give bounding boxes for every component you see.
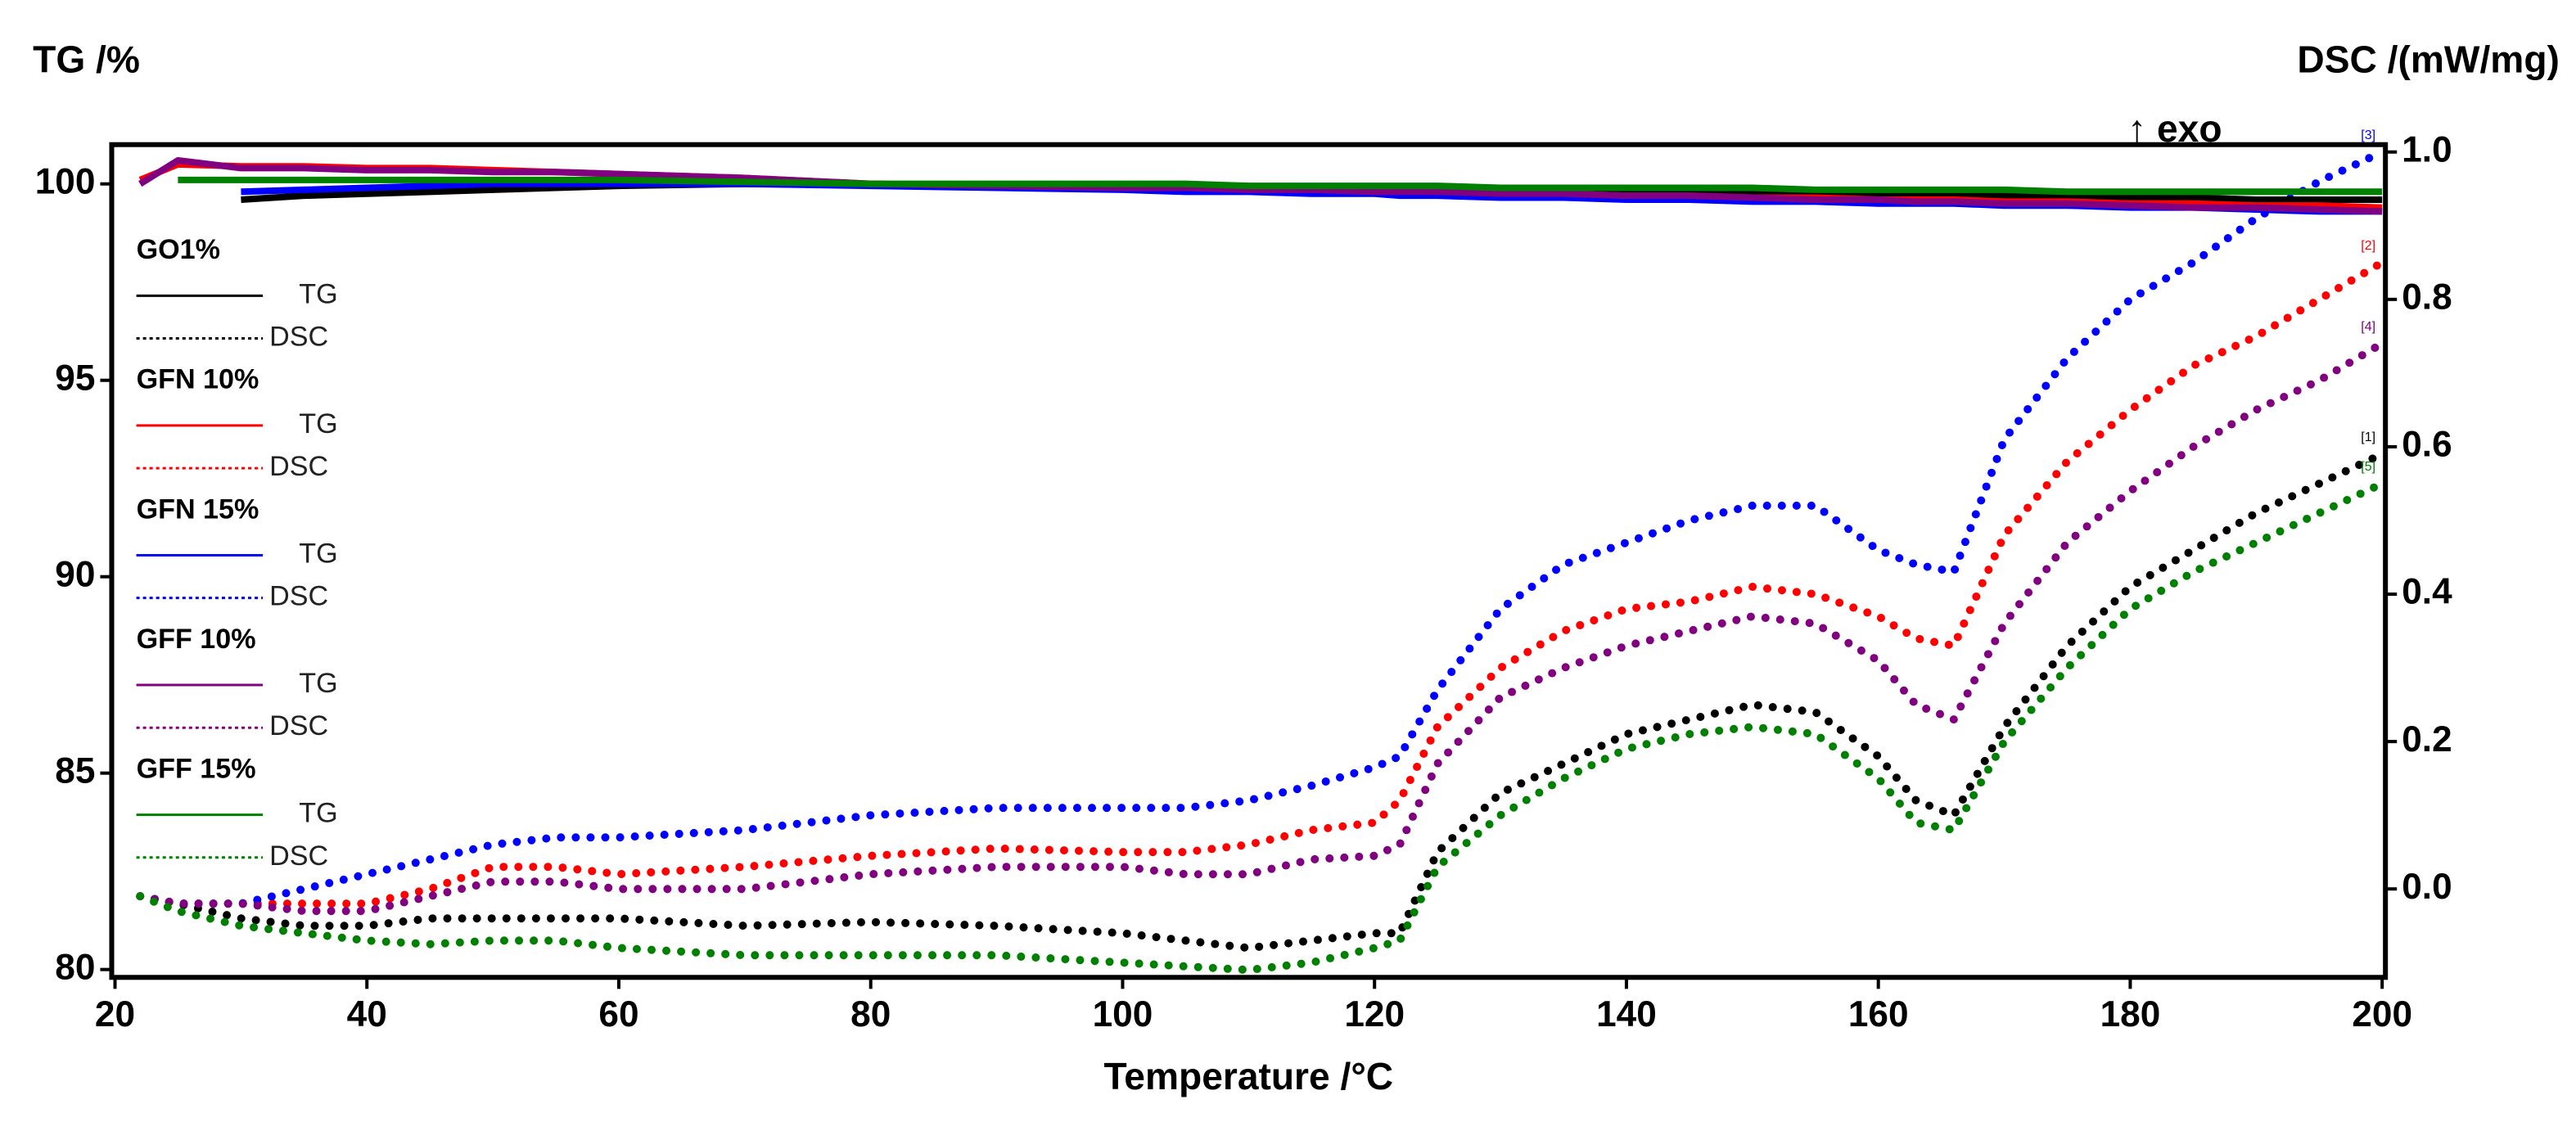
y2-axis-title: DSC /(mW/mg) xyxy=(2297,38,2560,81)
legend-tg-label: TG xyxy=(299,798,337,829)
x-tick-label: 140 xyxy=(1596,994,1657,1034)
legend-tg-label: TG xyxy=(299,668,337,699)
x-tick-label: 180 xyxy=(2100,994,2161,1034)
y2-tick-label: 0.0 xyxy=(2402,867,2452,907)
y2-tick-label: 0.2 xyxy=(2402,719,2452,759)
y2-tick-label: 0.6 xyxy=(2402,425,2452,465)
dsc-line xyxy=(136,258,2387,908)
legend-tg-label: TG xyxy=(299,538,337,569)
legend-name: GFF 15% xyxy=(137,753,256,784)
y-tick-label: 95 xyxy=(55,358,95,398)
x-tick-label: 60 xyxy=(598,994,638,1034)
legend-name: GFN 10% xyxy=(137,364,259,395)
dsc-line xyxy=(136,339,2387,916)
curve-tag: [3] xyxy=(2361,128,2375,142)
x-tick-label: 160 xyxy=(1848,994,1909,1034)
x-tick-label: 80 xyxy=(850,994,891,1034)
y2-tick-label: 1.0 xyxy=(2402,129,2452,169)
y-tick-label: 90 xyxy=(55,554,95,594)
x-tick-label: 120 xyxy=(1344,994,1405,1034)
curve-tag: [5] xyxy=(2361,459,2375,474)
legend-dsc-label: DSC xyxy=(269,581,328,612)
legend-tg-label: TG xyxy=(299,278,337,309)
legend-name: GFF 10% xyxy=(137,624,256,655)
dsc-line xyxy=(136,147,2387,908)
tg-line xyxy=(138,156,2383,215)
y-tick-label: 80 xyxy=(55,947,95,987)
curve-tag: [4] xyxy=(2361,319,2375,334)
x-tick-label: 100 xyxy=(1093,994,1153,1034)
legend-dsc-label: DSC xyxy=(269,840,328,872)
legend-dsc-label: DSC xyxy=(269,451,328,482)
x-axis-title: Temperature /°C xyxy=(1104,1055,1394,1097)
legend-tg-label: TG xyxy=(299,408,337,439)
legend-dsc-label: DSC xyxy=(269,322,328,353)
curve-tag: [2] xyxy=(2361,238,2375,253)
tg-line xyxy=(178,176,2383,196)
dsc-line xyxy=(136,479,2387,975)
y2-tick-label: 0.8 xyxy=(2402,277,2452,317)
curve-tag: [1] xyxy=(2361,430,2375,444)
legend-dsc-label: DSC xyxy=(269,710,328,741)
dsc-line xyxy=(136,449,2387,953)
x-tick-label: 20 xyxy=(95,994,135,1034)
y-tick-label: 85 xyxy=(55,750,95,791)
x-tick-label: 200 xyxy=(2352,994,2412,1034)
y-axis-title: TG /% xyxy=(33,38,140,81)
legend-name: GFN 15% xyxy=(137,493,259,525)
plot-frame xyxy=(109,142,2389,980)
y-tick-label: 100 xyxy=(35,161,96,201)
legend-name: GO1% xyxy=(137,234,220,265)
y2-tick-label: 0.4 xyxy=(2402,572,2452,612)
x-tick-label: 40 xyxy=(347,994,387,1034)
